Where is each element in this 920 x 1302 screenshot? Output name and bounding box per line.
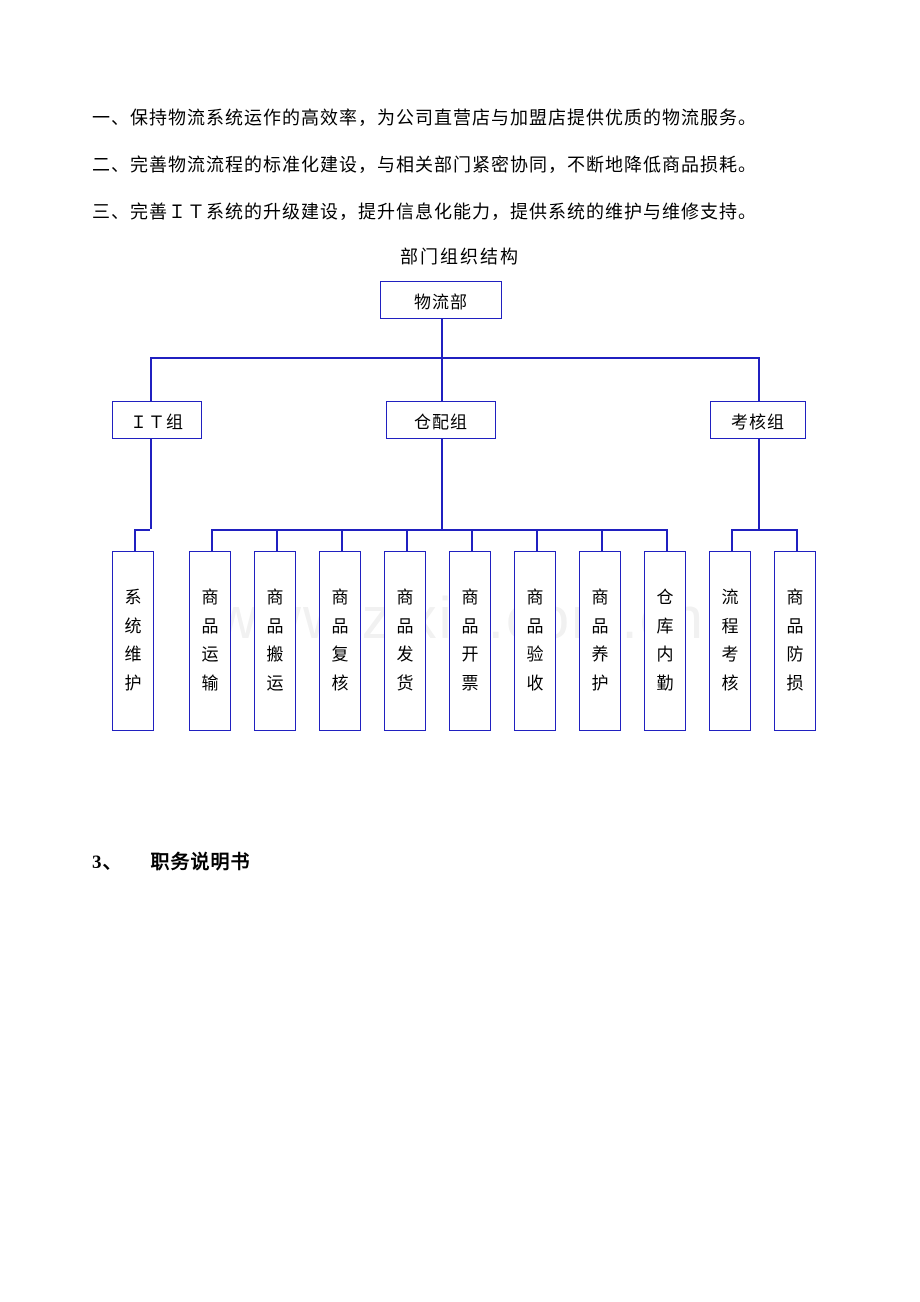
connector-line <box>758 439 760 529</box>
connector-line <box>150 439 152 529</box>
connector-line <box>441 319 443 357</box>
org-node: 商品运输 <box>189 551 231 731</box>
org-node: 流程考核 <box>709 551 751 731</box>
org-node: 商品防损 <box>774 551 816 731</box>
org-node: 商品验收 <box>514 551 556 731</box>
paragraph-1: 一、保持物流系统运作的高效率，为公司直营店与加盟店提供优质的物流服务。 <box>92 95 828 142</box>
connector-line <box>536 529 538 551</box>
connector-line <box>150 357 152 401</box>
org-node: 仓库内勤 <box>644 551 686 731</box>
org-node: 商品开票 <box>449 551 491 731</box>
connector-line <box>276 529 278 551</box>
document-body: 一、保持物流系统运作的高效率，为公司直营店与加盟店提供优质的物流服务。 二、完善… <box>0 0 920 874</box>
org-node: 商品搬运 <box>254 551 296 731</box>
connector-line <box>471 529 473 551</box>
connector-line <box>134 529 136 551</box>
org-node: 仓配组 <box>386 401 496 439</box>
connector-line <box>758 357 760 401</box>
connector-line <box>796 529 798 551</box>
org-node: 商品发货 <box>384 551 426 731</box>
org-node: 商品养护 <box>579 551 621 731</box>
connector-line <box>150 357 758 359</box>
connector-line <box>441 439 443 529</box>
connector-line <box>731 529 796 531</box>
org-node: 商品复核 <box>319 551 361 731</box>
connector-line <box>406 529 408 551</box>
connector-line <box>341 529 343 551</box>
connector-line <box>134 529 150 531</box>
org-chart: 物流部 ＩＴ组 仓配组 考核组系统维护商品运输商品搬运商品复核商品发货商品开票商品验收… <box>92 281 828 761</box>
org-chart-title: 部门组织结构 <box>92 243 828 269</box>
connector-line <box>731 529 733 551</box>
section-3-title: 职务说明书 <box>151 852 251 873</box>
section-3-heading: 3、 职务说明书 <box>92 847 828 874</box>
connector-line <box>666 529 668 551</box>
org-node: ＩＴ组 <box>112 401 202 439</box>
section-3-number: 3、 <box>92 852 123 873</box>
org-node: 物流部 <box>380 281 502 319</box>
connector-line <box>211 529 666 531</box>
connector-line <box>211 529 213 551</box>
connector-line <box>441 357 443 401</box>
paragraph-2: 二、完善物流流程的标准化建设，与相关部门紧密协同，不断地降低商品损耗。 <box>92 142 828 189</box>
org-node: 系统维护 <box>112 551 154 731</box>
connector-line <box>601 529 603 551</box>
paragraph-3: 三、完善ＩＴ系统的升级建设，提升信息化能力，提供系统的维护与维修支持。 <box>92 189 828 236</box>
org-node: 考核组 <box>710 401 806 439</box>
